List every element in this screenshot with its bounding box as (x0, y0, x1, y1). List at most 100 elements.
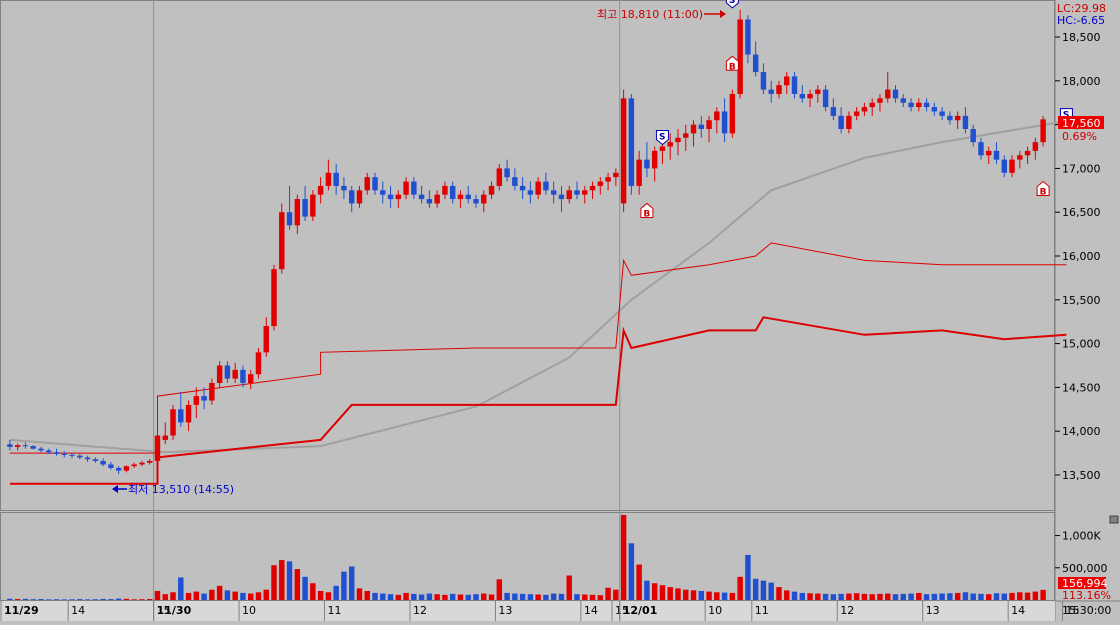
volume-bar (683, 589, 689, 600)
candle-body (434, 194, 440, 204)
candle-body (667, 142, 673, 147)
low-arrow-head (112, 485, 118, 493)
candle-body (543, 181, 549, 191)
candle-body (892, 89, 899, 99)
volume-pane-close-button[interactable] (1109, 515, 1119, 524)
candle-body (566, 190, 572, 200)
time-tick-label: 11/30 (157, 604, 192, 617)
volume-bar (853, 593, 860, 600)
volume-bar (473, 594, 479, 600)
candle-body (939, 111, 945, 116)
candle-body (286, 212, 293, 226)
volume-bar (885, 593, 891, 600)
volume-bar (760, 580, 767, 600)
volume-bar (698, 590, 705, 600)
volume-bar (745, 554, 751, 600)
volume-bar (978, 593, 984, 600)
candle-body (574, 190, 580, 195)
time-tick-label: 15 (615, 604, 629, 617)
signal-letter: S (1063, 111, 1069, 121)
volume-bar (372, 592, 378, 600)
candle-body (69, 454, 75, 456)
time-tick-label: 12/01 (623, 604, 658, 617)
volume-bar (970, 593, 976, 600)
volume-bar (77, 599, 83, 600)
volume-bar (457, 594, 464, 600)
volume-bar (263, 589, 269, 600)
candle-body (504, 168, 510, 178)
volume-bar (931, 593, 938, 600)
current-price-badge (1058, 116, 1104, 129)
volume-bar (185, 592, 192, 600)
volume-bar (395, 594, 402, 600)
candle-body (1009, 159, 1015, 173)
candle-body (294, 199, 301, 226)
candle-body (53, 452, 60, 454)
volume-bar (481, 593, 487, 600)
volume-bar (791, 591, 798, 600)
volume-bar (216, 585, 223, 600)
volume-bar (597, 595, 604, 600)
candle-body (822, 89, 829, 108)
candle-body (61, 453, 67, 455)
volume-bar (302, 576, 308, 600)
candle-body (263, 326, 269, 353)
candle-body (7, 444, 13, 447)
candle-body (123, 466, 130, 471)
volume-bar (799, 592, 806, 600)
volume-bar (784, 590, 790, 600)
candle-body (931, 107, 938, 112)
volume-bar (869, 594, 875, 600)
candle-body (77, 455, 83, 458)
current-volume-badge (1058, 577, 1106, 589)
volume-bar (317, 590, 324, 600)
candle-body (364, 177, 370, 191)
volume-bar (706, 591, 712, 600)
volume-bar (224, 590, 231, 600)
volume-bar (449, 593, 456, 600)
candle-body (690, 124, 697, 134)
candle-body (986, 150, 992, 156)
volume-bar (255, 592, 262, 600)
candle-body (558, 194, 565, 200)
candle-body (147, 460, 153, 463)
candle-body (815, 89, 821, 94)
volume-bar (209, 589, 215, 600)
candle-body (954, 115, 961, 121)
time-tick-label: 11 (755, 604, 769, 617)
buy-signal-marker: B (640, 202, 654, 219)
volume-bar (53, 599, 60, 600)
candle-body (675, 137, 681, 143)
labels: 최고 18,810 (11:00) 최저 13,510 (14:55) LC:2… (128, 2, 1119, 617)
volume-bar (954, 592, 961, 600)
buy-signal-marker: B (725, 55, 739, 72)
candle-body (589, 185, 596, 191)
candle-body (178, 409, 184, 423)
time-corner-label: 15:30:00 (1062, 604, 1111, 617)
candle-body (605, 177, 611, 182)
volume-bar (807, 593, 813, 600)
volume-bar (1032, 591, 1039, 600)
candle-body (14, 445, 21, 447)
candle-body (745, 19, 751, 55)
time-tick-label: 11/29 (4, 604, 39, 617)
volume-bars (7, 514, 1046, 600)
candle-body (325, 172, 332, 186)
volume-bar (644, 580, 650, 600)
indicator-lines (9, 120, 1067, 485)
candle-body (869, 102, 875, 108)
candle-body (310, 194, 316, 217)
signal-shape (640, 202, 654, 218)
volume-bar (519, 593, 526, 600)
volume-bar (333, 585, 339, 600)
volume-bar (154, 590, 161, 600)
time-tick-label: 13 (926, 604, 940, 617)
volume-bar (776, 587, 782, 600)
candle-body (721, 111, 728, 134)
candle-body (457, 194, 464, 200)
volume-bar (566, 575, 572, 600)
volume-bar (139, 599, 145, 600)
candle-body (512, 177, 518, 186)
volume-bar (380, 593, 386, 600)
